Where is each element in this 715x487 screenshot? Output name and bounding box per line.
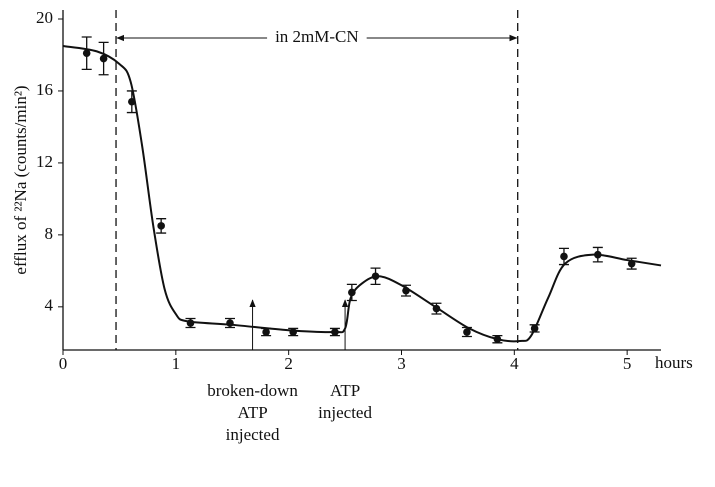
x-tick-label: 5 <box>623 354 632 373</box>
data-point <box>530 324 539 333</box>
data-point <box>432 304 441 313</box>
data-point <box>348 288 356 297</box>
data-point <box>331 328 339 336</box>
annotation-text: injected <box>318 403 372 422</box>
data-point <box>560 252 568 261</box>
data-point <box>157 222 165 230</box>
x-tick-label: 0 <box>59 354 68 373</box>
data-point <box>493 335 502 344</box>
data-point <box>289 328 297 336</box>
y-tick-label: 8 <box>45 224 54 243</box>
y-tick-label: 20 <box>36 8 53 27</box>
data-point <box>186 319 195 327</box>
data-point <box>402 286 410 295</box>
data-point <box>627 259 636 268</box>
annotation-text: injected <box>226 425 280 444</box>
x-tick-label: 4 <box>510 354 519 373</box>
data-point <box>594 250 602 259</box>
annotation-text: ATP <box>330 381 360 400</box>
x-axis-label: hours <box>655 353 693 372</box>
y-tick-label: 12 <box>36 152 53 171</box>
data-point <box>371 272 380 281</box>
y-tick-label: 16 <box>36 80 53 99</box>
data-point <box>128 97 136 106</box>
data-point <box>226 319 234 327</box>
x-tick-label: 2 <box>284 354 293 373</box>
x-tick-label: 3 <box>397 354 406 373</box>
x-tick-label: 1 <box>172 354 181 373</box>
y-axis-label: efflux of ²²Na (counts/min²) <box>11 85 30 274</box>
data-point <box>463 328 471 336</box>
fit-curve <box>62 44 662 343</box>
data-point <box>99 54 108 63</box>
annotation-text: ATP <box>237 403 267 422</box>
span-label: in 2mM-CN <box>275 27 359 46</box>
y-tick-label: 4 <box>45 296 54 315</box>
data-point <box>82 49 91 57</box>
data-point <box>262 328 270 336</box>
annotation-text: broken-down <box>207 381 298 400</box>
